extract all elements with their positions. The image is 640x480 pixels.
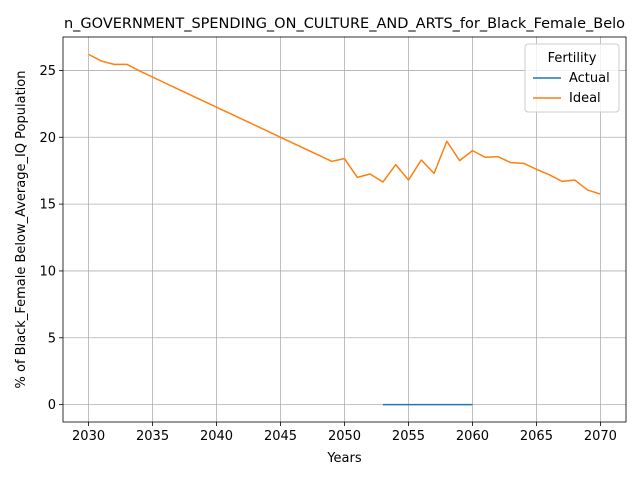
y-axis-label: % of Black_Female Below_Average_IQ Popul… [14, 71, 29, 389]
series-lines [88, 53, 601, 406]
grid-lines [63, 37, 626, 422]
legend-box [524, 43, 620, 113]
x-tick-label: 2065 [520, 429, 553, 444]
y-tick-label: 0 [48, 398, 56, 413]
y-tick-label: 15 [39, 198, 56, 213]
x-tick-label: 2045 [264, 429, 297, 444]
x-tick-label: 2030 [72, 429, 105, 444]
x-tick-label: 2040 [200, 429, 233, 444]
legend-title: Fertility [548, 51, 597, 66]
x-tick-label: 2070 [584, 429, 617, 444]
series-line-ideal [88, 53, 601, 195]
legend-label-ideal: Ideal [569, 91, 601, 106]
y-tick-label: 20 [39, 131, 56, 146]
x-axis-label: Years [326, 451, 362, 466]
x-axis-ticks: 2030 2035 2040 2045 2050 2055 2060 2065 2070 [72, 422, 617, 444]
x-tick-label: 2060 [456, 429, 489, 444]
chart-title: n_GOVERNMENT_SPENDING_ON_CULTURE_AND_ART… [64, 16, 625, 32]
y-tick-label: 10 [39, 264, 56, 279]
y-axis-ticks: 0 5 10 15 20 25 [39, 64, 63, 413]
x-tick-label: 2050 [328, 429, 361, 444]
legend-label-actual: Actual [569, 71, 610, 86]
y-tick-label: 25 [39, 64, 56, 79]
x-tick-label: 2035 [136, 429, 169, 444]
legend: Fertility Actual Ideal [524, 43, 620, 113]
y-tick-label: 5 [48, 331, 56, 346]
x-tick-label: 2055 [392, 429, 425, 444]
